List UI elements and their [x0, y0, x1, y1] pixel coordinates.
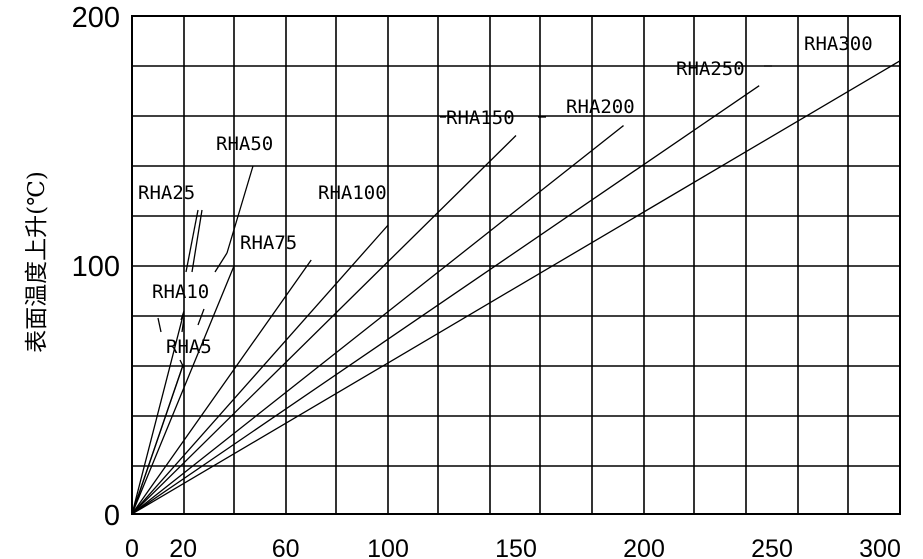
series-line-rha200 — [131, 125, 624, 515]
series-line-rha250 — [131, 85, 760, 515]
label-leader — [179, 359, 185, 369]
series-label-rha50: RHA50 — [216, 133, 273, 155]
label-leader — [214, 252, 228, 273]
series-label-rha75: RHA75 — [240, 232, 297, 254]
x-tick-label: 300 — [859, 535, 901, 559]
x-tick-label: 150 — [495, 535, 537, 559]
series-line-rha75 — [131, 259, 312, 515]
label-leader — [180, 310, 185, 321]
tick-labels: 0 100 200 0 20 60 100 150 200 250 300 — [72, 2, 901, 559]
series-lines — [131, 60, 901, 515]
label-leader — [181, 317, 185, 333]
series-line-rha50 — [131, 264, 236, 515]
series-line-rha300 — [131, 60, 901, 515]
series-label-rha200: RHA200 — [566, 96, 635, 118]
series-label-rha150: RHA150 — [446, 107, 515, 129]
y-tick-label: 100 — [72, 251, 120, 283]
x-tick-label: 250 — [751, 535, 793, 559]
x-tick-label: 20 — [169, 535, 197, 559]
series-line-rha100 — [131, 224, 389, 515]
x-tick-label: 100 — [367, 535, 409, 559]
series-label-rha250: RHA250 — [676, 58, 745, 80]
series-label-rha300: RHA300 — [804, 33, 873, 55]
series-line-rha25 — [131, 364, 184, 515]
label-leader — [157, 317, 162, 333]
series-labels: RHA5 RHA10 RHA25 RHA50 RHA75 RHA100 RHA150 RHA2… — [138, 33, 873, 358]
label-leaders — [157, 65, 772, 369]
y-tick-label: 200 — [72, 2, 120, 34]
label-leader — [226, 165, 254, 254]
x-tick-label: 200 — [623, 535, 665, 559]
grid — [132, 16, 900, 514]
plot-frame — [131, 15, 901, 515]
x-tick-label: 60 — [272, 535, 300, 559]
series-label-rha5: RHA5 — [166, 336, 212, 358]
label-leader — [191, 209, 203, 273]
series-label-rha10: RHA10 — [152, 281, 209, 303]
series-line-rha10 — [131, 314, 184, 515]
series-label-rha100: RHA100 — [318, 182, 387, 204]
x-tick-label: 0 — [125, 535, 139, 559]
series-line-rha150 — [131, 135, 517, 515]
series-label-rha25: RHA25 — [138, 182, 195, 204]
y-axis-label: 表面温度上升(℃) — [24, 171, 50, 353]
y-tick-label: 0 — [104, 500, 120, 532]
label-leader — [185, 209, 199, 273]
label-leader — [197, 308, 205, 326]
